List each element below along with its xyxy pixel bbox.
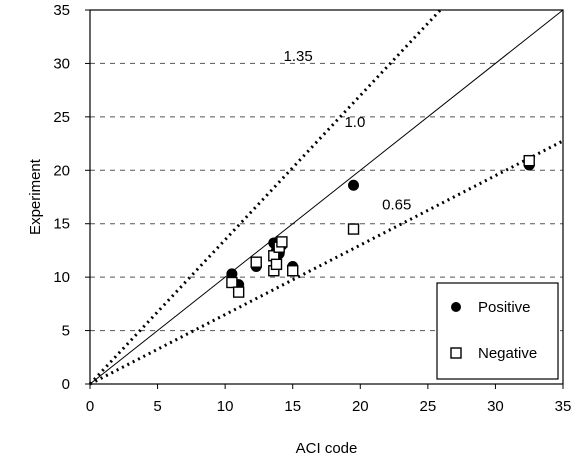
data-point-negative <box>226 276 238 289</box>
reference-line-label: 1.35 <box>284 48 313 65</box>
legend-box <box>436 282 559 380</box>
reference-line-1-0 <box>89 9 564 385</box>
data-point-negative <box>232 286 245 298</box>
y-tick-label: 20 <box>53 162 70 179</box>
y-tick-label: 35 <box>53 2 70 19</box>
x-tick-label: 20 <box>352 398 369 415</box>
data-point-negative <box>347 223 360 235</box>
reference-lines: 1.35 1.0 0.65 <box>88 8 564 386</box>
reference-line-label: 1.0 <box>344 114 365 131</box>
legend-marker-negative <box>450 347 462 359</box>
y-tick-label: 5 <box>62 323 70 340</box>
x-tick-label: 15 <box>284 398 301 415</box>
legend: Positive Negative <box>436 282 559 380</box>
data-point-negative <box>250 256 262 268</box>
reference-line-1-35 <box>88 8 442 386</box>
x-axis-title: ACI code <box>296 440 358 457</box>
axis-ticks: 0 5 10 15 20 25 30 35 0 5 10 15 20 25 30 35 <box>53 2 571 415</box>
plot-frame <box>89 9 564 385</box>
legend-marker-positive <box>451 302 461 312</box>
x-tick-label: 30 <box>487 398 504 415</box>
y-tick-label: 25 <box>53 109 70 126</box>
data-point-negative <box>287 265 299 277</box>
x-tick-label: 35 <box>555 398 572 415</box>
reference-line-0-65 <box>89 139 564 386</box>
y-tick-label: 0 <box>62 376 70 393</box>
data-point-positive <box>348 179 360 191</box>
y-axis-title: Experiment <box>27 158 44 235</box>
y-tick-label: 15 <box>53 216 70 233</box>
data-point-negative <box>276 236 288 248</box>
reference-line-label: 0.65 <box>382 196 411 213</box>
y-tick-label: 10 <box>53 269 70 286</box>
x-tick-label: 10 <box>217 398 234 415</box>
legend-label: Positive <box>478 299 531 316</box>
x-tick-label: 5 <box>153 398 161 415</box>
x-tick-label: 0 <box>86 398 94 415</box>
data-point-negative <box>523 154 535 167</box>
legend-label: Negative <box>478 345 537 362</box>
data-point-negative <box>270 258 283 271</box>
x-tick-label: 25 <box>420 398 437 415</box>
data-points <box>226 154 535 298</box>
y-tick-label: 30 <box>53 55 70 72</box>
